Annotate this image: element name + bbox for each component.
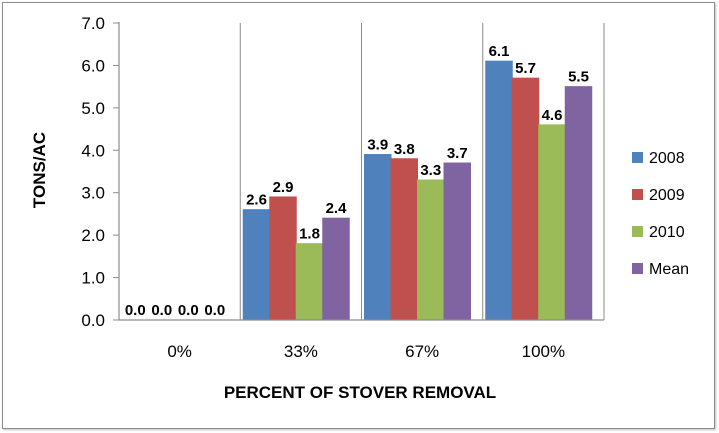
data-label: 0.0 bbox=[178, 302, 199, 319]
data-label: 5.5 bbox=[568, 69, 589, 86]
data-label: 6.1 bbox=[489, 43, 510, 60]
plot-area: 0.0 1.0 2.0 3.0 4.0 5.0 6.0 7.0 0% 33% 67% 100% 0.0 2… bbox=[81, 14, 605, 361]
legend-swatch bbox=[632, 226, 643, 237]
y-tick-label: 5.0 bbox=[81, 99, 105, 118]
data-label: 2.6 bbox=[246, 192, 267, 209]
x-tick-label: 0% bbox=[167, 342, 192, 361]
data-label: 3.7 bbox=[447, 145, 468, 162]
y-tick-label: 0.0 bbox=[81, 311, 105, 330]
bar bbox=[295, 243, 324, 321]
bar bbox=[364, 154, 392, 321]
data-label: 0.0 bbox=[125, 302, 146, 319]
y-tick-label: 4.0 bbox=[81, 141, 105, 160]
bar bbox=[322, 217, 350, 321]
y-axis-title: TONS/AC bbox=[30, 132, 49, 208]
legend-label: Mean bbox=[649, 261, 689, 278]
data-label: 3.9 bbox=[367, 137, 388, 154]
data-label: 1.8 bbox=[299, 226, 320, 243]
bar bbox=[564, 86, 593, 321]
y-tick-label: 6.0 bbox=[81, 56, 105, 75]
data-label: 2.4 bbox=[326, 200, 348, 217]
legend-swatch bbox=[632, 152, 643, 163]
legend-label: 2008 bbox=[649, 150, 685, 167]
legend-swatch bbox=[632, 189, 643, 200]
x-tick-label: 100% bbox=[522, 342, 565, 361]
data-label: 3.3 bbox=[420, 162, 441, 179]
data-label: 2.9 bbox=[273, 179, 294, 196]
x-tick-label: 67% bbox=[405, 342, 439, 361]
bar bbox=[269, 196, 297, 321]
y-tick-label: 1.0 bbox=[81, 269, 105, 288]
y-tick-label: 3.0 bbox=[81, 184, 105, 203]
data-label: 4.6 bbox=[542, 107, 563, 124]
bar bbox=[485, 60, 513, 321]
legend-label: 2009 bbox=[649, 187, 685, 204]
bar bbox=[443, 162, 471, 321]
x-tick-label: 33% bbox=[284, 342, 318, 361]
y-tick-label: 7.0 bbox=[81, 14, 105, 33]
legend: 2008 2009 2010 Mean bbox=[632, 150, 689, 278]
bar bbox=[538, 124, 566, 321]
bar bbox=[242, 209, 271, 321]
data-label: 0.0 bbox=[204, 302, 225, 319]
x-axis-title: PERCENT OF STOVER REMOVAL bbox=[224, 383, 496, 402]
data-label: 0.0 bbox=[151, 302, 172, 319]
legend-label: 2010 bbox=[649, 224, 685, 241]
y-tick-label: 2.0 bbox=[81, 226, 105, 245]
data-label: 3.8 bbox=[394, 141, 415, 158]
bar bbox=[511, 77, 540, 321]
chart-frame bbox=[2, 2, 715, 429]
legend-swatch bbox=[632, 263, 643, 274]
data-label: 5.7 bbox=[515, 60, 536, 77]
bar bbox=[390, 158, 418, 321]
bar bbox=[417, 179, 445, 321]
